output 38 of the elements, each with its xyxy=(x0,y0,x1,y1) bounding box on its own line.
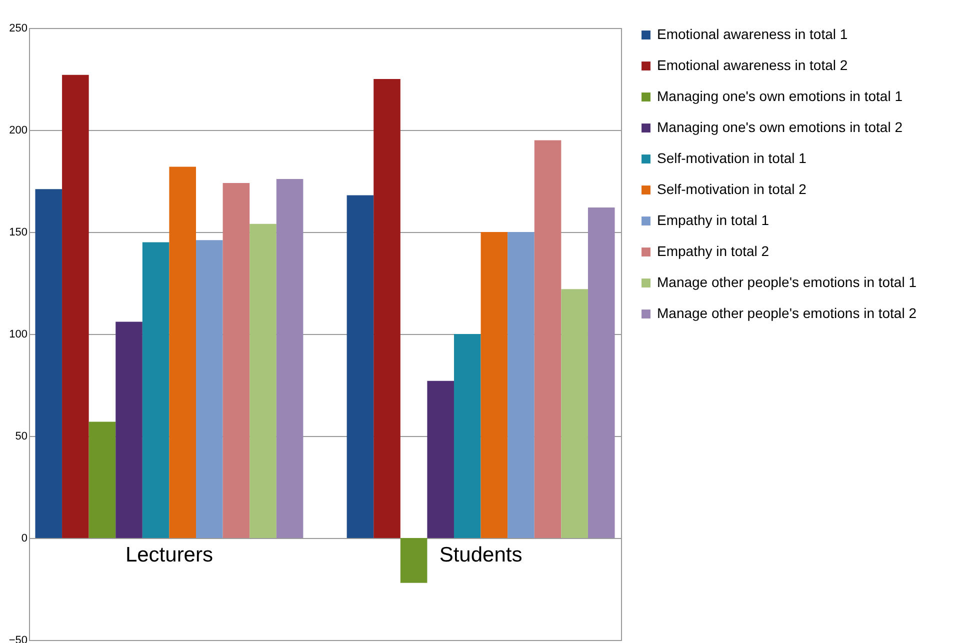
bar xyxy=(588,208,615,538)
y-tick-label: 150 xyxy=(9,226,28,238)
bar xyxy=(454,334,481,538)
bar xyxy=(561,289,588,538)
y-tick-label: 100 xyxy=(9,328,28,340)
y-tick-label: 200 xyxy=(9,124,28,136)
legend-label: Manage other people's emotions in total 1 xyxy=(657,274,917,290)
bar xyxy=(35,189,62,538)
legend-label: Self-motivation in total 2 xyxy=(657,181,807,197)
bar xyxy=(508,232,534,538)
legend-label: Emotional awareness in total 1 xyxy=(657,26,848,42)
bar xyxy=(427,380,454,538)
bar xyxy=(142,242,170,538)
x-tick-label: Students xyxy=(439,544,522,566)
bar xyxy=(222,183,250,538)
bar xyxy=(116,322,142,538)
x-tick-label: Lecturers xyxy=(125,544,213,566)
bar xyxy=(346,195,374,538)
y-tick-label: 50 xyxy=(15,430,28,442)
bar xyxy=(400,538,428,583)
bar xyxy=(62,74,89,538)
bar xyxy=(196,240,223,538)
bar xyxy=(534,140,562,538)
bar xyxy=(374,79,400,538)
legend-label: Self-motivation in total 1 xyxy=(657,150,807,166)
legend-label: Emotional awareness in total 2 xyxy=(657,57,848,73)
bar xyxy=(169,166,196,538)
legend-label: Managing one's own emotions in total 2 xyxy=(657,119,903,135)
bar xyxy=(480,232,508,538)
legend-label: Empathy in total 1 xyxy=(657,212,770,228)
legend-label: Empathy in total 2 xyxy=(657,243,770,259)
bar xyxy=(250,224,276,538)
y-tick-label: 0 xyxy=(21,532,28,544)
bar xyxy=(276,178,304,538)
legend-label: Manage other people's emotions in total 2 xyxy=(657,305,917,321)
y-tick-label: 250 xyxy=(9,22,28,34)
legend-label: Managing one's own emotions in total 1 xyxy=(657,88,903,104)
bar xyxy=(88,422,116,538)
